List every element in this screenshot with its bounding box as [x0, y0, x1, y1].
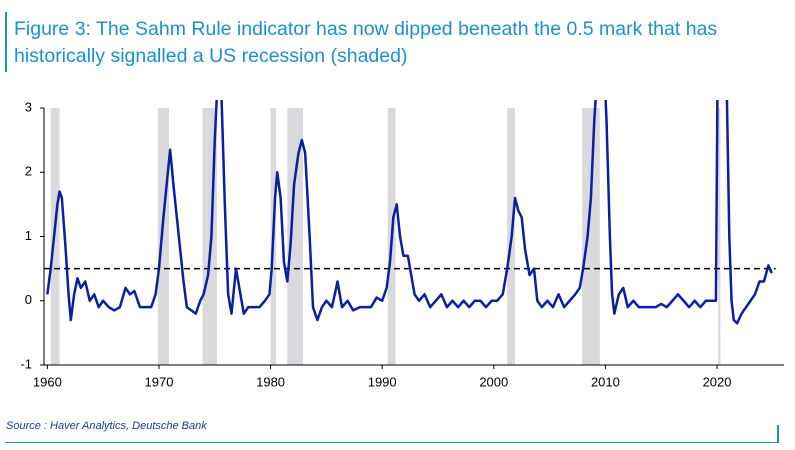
- recession-band: [287, 108, 303, 365]
- y-tick-label: -1: [20, 356, 32, 371]
- y-tick-label: 2: [25, 164, 32, 179]
- recession-band: [157, 108, 170, 365]
- x-tick-label: 2000: [479, 374, 508, 389]
- chart: -1 0 1 2 3 1960 1970 1980 1990 2000 2010 2020: [20, 99, 784, 389]
- title-accent: [5, 12, 7, 72]
- recession-band: [581, 108, 600, 365]
- x-tick-label: 1980: [256, 374, 285, 389]
- series-line: [46, 100, 773, 325]
- x-tick-label: 1960: [33, 374, 62, 389]
- footer-accent: [777, 425, 779, 443]
- y-tick-label: 1: [25, 228, 32, 243]
- source-note: Source : Haver Analytics, Deutsche Bank: [6, 420, 207, 432]
- y-tick-label: 3: [25, 99, 32, 114]
- x-tick-label: 1970: [145, 374, 174, 389]
- chart-title: Figure 3: The Sahm Rule indicator has no…: [14, 18, 718, 67]
- recession-band: [718, 108, 721, 365]
- y-tick-label: 0: [25, 292, 32, 307]
- x-tick-label: 2020: [703, 374, 732, 389]
- x-tick-label: 2010: [591, 374, 620, 389]
- x-tick-label: 1990: [368, 374, 397, 389]
- footer-rule: [5, 442, 778, 443]
